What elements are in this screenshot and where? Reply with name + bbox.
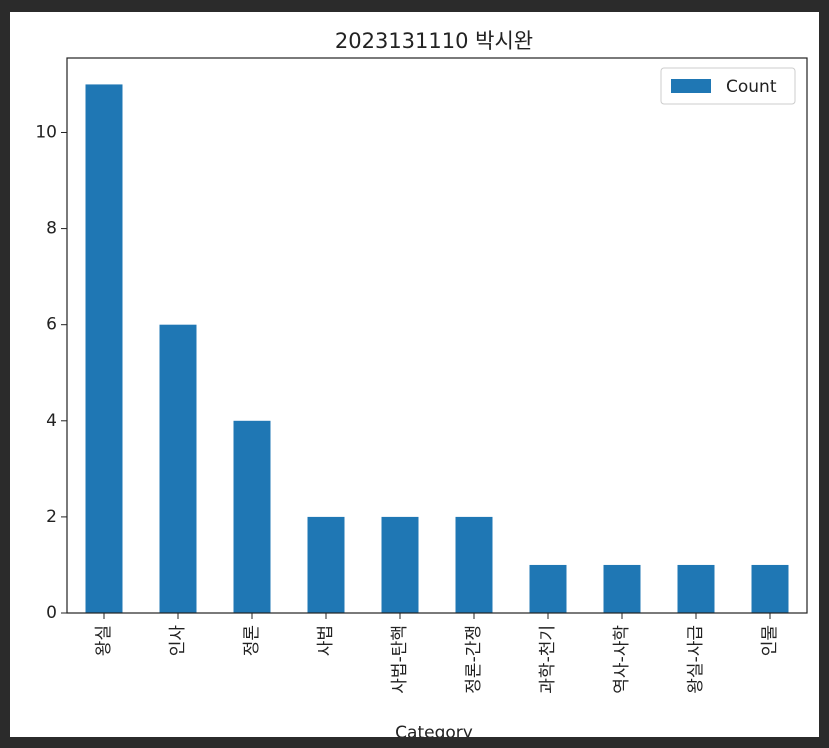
y-tick-label: 2: [46, 507, 57, 527]
x-tick-label: 역사-사학: [612, 625, 632, 694]
legend-box: [660, 67, 796, 105]
y-tick-label: 4: [46, 411, 57, 431]
bar-4: [307, 516, 345, 613]
x-tick-label: 과학-천기: [538, 625, 558, 694]
bar-9: [677, 564, 715, 613]
y-tick-label: 6: [46, 315, 57, 335]
chart-title: 2023131110 박시완: [335, 29, 533, 53]
x-tick-label: 인사: [168, 625, 188, 657]
legend-swatch: [671, 79, 711, 93]
bar-10: [751, 564, 789, 613]
x-axis: 왕실 인사 정론 사법 사법-탄핵 정론-간쟁 과학-천기 역사-사학 왕실-사급 인물: [94, 613, 780, 694]
y-tick-label: 8: [46, 219, 57, 239]
x-axis-label: Category: [395, 723, 473, 737]
y-tick-label: 0: [46, 603, 57, 623]
x-tick-label: 정론-간쟁: [464, 625, 484, 694]
y-tick-label: 10: [35, 122, 57, 142]
bar-chart: 2023131110 박시완 0 2 4 6 8 10 왕실 인사 정론 사법 사법-탄핵 정론-간…: [35, 29, 808, 737]
x-tick-label: 왕실: [94, 625, 114, 656]
bar-3: [233, 420, 271, 613]
x-tick-label: 인물: [760, 625, 780, 656]
x-tick-label: 정론: [242, 625, 262, 656]
bar-5: [381, 516, 419, 613]
bar-1: [85, 84, 123, 613]
plot-frame: [66, 57, 808, 614]
x-tick-label: 사법-탄핵: [390, 625, 410, 694]
bar-2: [159, 324, 197, 613]
bar-6: [455, 516, 493, 613]
legend: Count: [660, 67, 796, 105]
chart-canvas: 2023131110 박시완 0 2 4 6 8 10 왕실 인사 정론 사법 사법-탄핵 정론-간…: [10, 12, 819, 737]
legend-label: Count: [726, 77, 777, 97]
bar-8: [603, 564, 641, 613]
x-tick-label: 사법: [316, 625, 336, 656]
y-axis: 0 2 4 6 8 10: [35, 122, 67, 623]
bar-7: [529, 564, 567, 613]
x-tick-label: 왕실-사급: [686, 625, 706, 694]
bars-group: [85, 84, 789, 613]
